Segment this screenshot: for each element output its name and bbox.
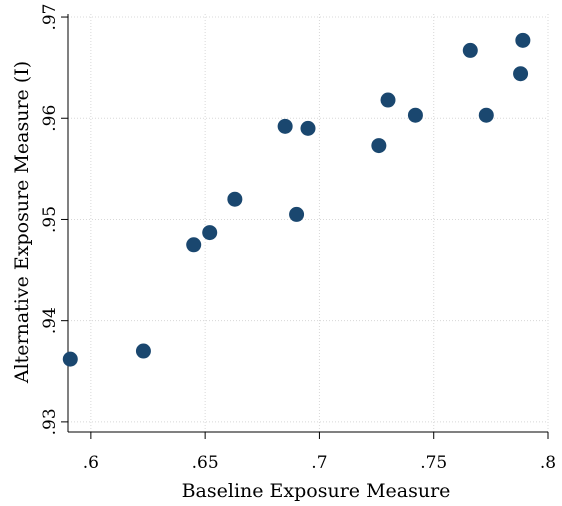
y-tick-label: .96 xyxy=(40,105,60,132)
scatter-point xyxy=(186,237,202,253)
scatter-point xyxy=(300,120,316,136)
scatter-point xyxy=(135,343,151,359)
scatter-point xyxy=(513,66,529,82)
scatter-point xyxy=(380,92,396,108)
x-axis-title: Baseline Exposure Measure xyxy=(182,480,451,502)
x-tick-label: .8 xyxy=(540,453,556,473)
y-tick-label: .97 xyxy=(40,4,60,31)
x-tick-label: .65 xyxy=(192,453,219,473)
x-ticks: .6 .65 .7 .75 .8 xyxy=(83,432,556,473)
scatter-point xyxy=(289,206,305,222)
scatter-point xyxy=(227,191,243,207)
y-tick-label: .95 xyxy=(40,206,60,233)
scatter-point xyxy=(478,107,494,123)
y-axis-title: Alternative Exposure Measure (I) xyxy=(11,61,33,384)
x-tick-label: .7 xyxy=(311,453,327,473)
scatter-point xyxy=(371,138,387,154)
grid-lines xyxy=(68,14,549,432)
scatter-point xyxy=(515,32,531,48)
axes xyxy=(67,14,548,433)
scatter-point xyxy=(407,107,423,123)
y-tick-label: .93 xyxy=(40,408,60,435)
x-tick-label: .6 xyxy=(83,453,99,473)
y-tick-label: .94 xyxy=(40,307,60,334)
data-points xyxy=(62,32,531,367)
scatter-point xyxy=(277,118,293,134)
y-ticks: .93 .94 .95 .96 .97 xyxy=(40,4,68,435)
scatter-point xyxy=(462,42,478,58)
scatter-point xyxy=(62,351,78,367)
scatter-point xyxy=(202,225,218,241)
x-tick-label: .75 xyxy=(420,453,447,473)
